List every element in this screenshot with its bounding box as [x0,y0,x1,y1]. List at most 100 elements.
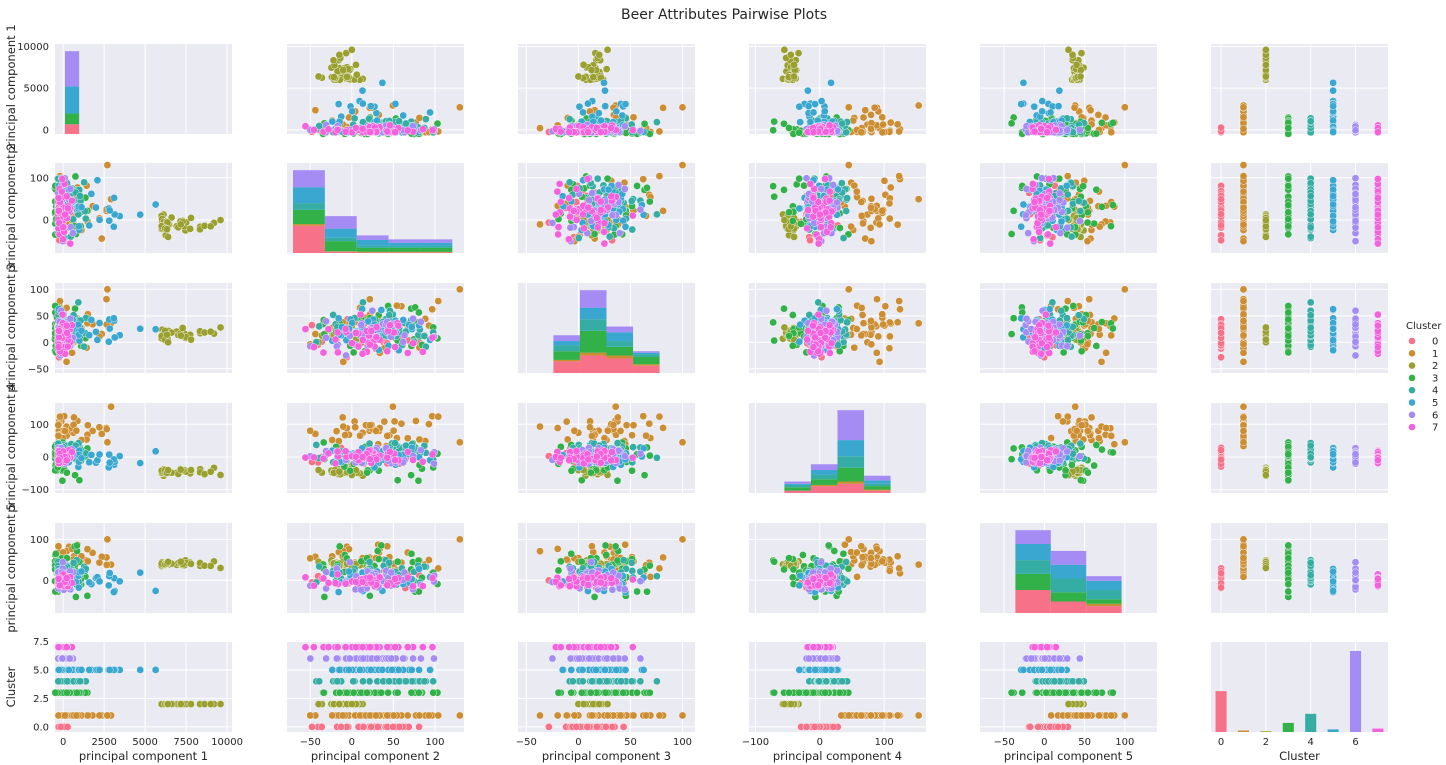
point-cluster-3 [1107,222,1115,231]
point-cluster-6 [1056,229,1065,237]
hist-bar-cluster-6 [420,239,453,243]
point-cluster-1 [1239,172,1248,180]
point-cluster-2 [176,220,185,229]
point-cluster-5 [621,100,630,108]
point-cluster-7 [319,348,328,357]
hist-bar-cluster-1 [356,251,389,253]
point-cluster-1 [456,103,464,112]
point-cluster-5 [367,102,375,110]
y-tick-label: 0 [43,216,49,227]
y-tick-label: 0 [43,125,49,136]
point-cluster-2 [787,51,795,59]
point-cluster-3 [1090,324,1098,332]
hist-bar-cluster-6 [579,290,607,308]
point-cluster-4 [628,225,637,234]
point-cluster-3 [769,182,777,190]
point-cluster-4 [1074,197,1083,205]
point-cluster-5 [364,317,372,326]
point-cluster-5 [811,100,819,108]
point-cluster-6 [322,317,330,326]
point-cluster-3 [1007,119,1016,128]
point-cluster-5 [105,216,114,225]
point-cluster-5 [795,204,804,213]
point-cluster-4 [593,174,602,183]
hist-bar-cluster-4 [356,245,389,248]
point-cluster-5 [359,99,367,108]
point-cluster-1 [1239,297,1248,305]
point-cluster-0 [1217,353,1225,362]
point-cluster-2 [164,233,172,241]
point-cluster-1 [857,304,866,312]
point-cluster-2 [780,216,789,224]
hist-bar-cluster-1 [420,251,453,253]
point-cluster-1 [873,295,881,304]
point-cluster-3 [788,342,797,350]
point-cluster-3 [785,208,793,217]
point-cluster-0 [308,321,316,329]
point-cluster-3 [789,311,797,319]
point-cluster-5 [1019,200,1028,209]
point-cluster-7 [1045,175,1053,183]
hist-bar-cluster-0 [324,251,357,253]
point-cluster-4 [627,197,636,205]
point-cluster-1 [878,128,887,137]
point-cluster-1 [1239,331,1248,340]
point-cluster-6 [1021,211,1030,220]
point-cluster-7 [54,194,63,202]
point-cluster-5 [584,99,592,108]
point-cluster-1 [678,103,687,112]
panel-r0-c3 [749,44,926,138]
point-cluster-7 [341,325,350,333]
point-cluster-5 [87,190,96,198]
point-cluster-5 [85,331,93,340]
point-cluster-5 [621,222,630,231]
point-cluster-7 [572,216,581,224]
hist-bar-cluster-0 [420,252,453,253]
point-cluster-4 [1306,323,1315,332]
point-cluster-1 [852,325,861,333]
point-cluster-7 [356,310,365,319]
point-cluster-6 [1351,223,1360,232]
point-cluster-1 [102,295,111,304]
point-cluster-1 [857,331,866,340]
hist-bar-cluster-0 [553,361,580,373]
point-cluster-6 [822,306,831,315]
point-cluster-7 [827,339,836,348]
point-cluster-6 [614,181,623,189]
point-cluster-7 [367,327,376,335]
point-cluster-5 [391,100,400,108]
point-cluster-7 [554,223,563,231]
hist-bar-cluster-1 [633,364,660,366]
point-cluster-7 [607,192,615,201]
hist-bar-cluster-5 [633,352,660,355]
point-cluster-3 [1284,315,1293,324]
point-cluster-6 [357,321,365,329]
point-cluster-2 [187,335,195,344]
point-cluster-2 [589,73,598,81]
point-cluster-5 [1329,128,1337,136]
point-cluster-5 [372,109,381,117]
point-cluster-6 [368,306,377,315]
point-cluster-7 [600,228,608,236]
point-cluster-1 [62,358,71,366]
point-cluster-1 [867,323,876,332]
hist-bar-cluster-4 [579,319,607,331]
point-cluster-3 [1284,230,1293,239]
point-cluster-7 [310,126,318,134]
point-cluster-7 [428,333,437,342]
point-cluster-5 [1019,79,1028,87]
point-cluster-3 [795,174,803,183]
point-cluster-7 [579,210,587,219]
point-cluster-5 [612,107,621,116]
point-cluster-7 [1037,210,1046,219]
point-cluster-1 [857,198,866,206]
point-cluster-7 [59,223,68,232]
point-cluster-7 [366,340,374,349]
point-cluster-7 [809,343,818,351]
point-cluster-5 [1329,86,1337,95]
point-cluster-7 [333,328,342,337]
point-cluster-7 [59,235,67,244]
point-cluster-5 [151,325,160,334]
panel-background [1211,283,1388,373]
